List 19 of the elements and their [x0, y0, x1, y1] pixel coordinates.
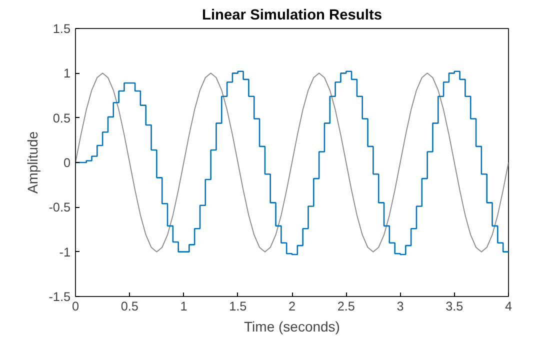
y-axis-title: Amplitude	[24, 131, 41, 194]
x-tick-label: 1.5	[229, 300, 247, 314]
chart-title: Linear Simulation Results	[202, 8, 382, 24]
x-tick-label: 3	[396, 300, 404, 314]
y-tick-label: -0.5	[48, 200, 71, 215]
y-tick-label: 0.5	[52, 111, 71, 126]
y-tick-label: 0	[63, 156, 71, 170]
x-tick-label: 2.5	[337, 300, 355, 314]
y-tick-label: -1	[59, 245, 71, 260]
x-tick-label: 3.5	[446, 300, 464, 314]
x-tick-label: 0.5	[120, 300, 138, 314]
y-tick-label: -1.5	[48, 290, 71, 304]
x-tick-label: 1	[180, 300, 188, 314]
x-tick-label: 4	[504, 300, 512, 314]
x-tick-label: 2	[288, 300, 296, 314]
x-tick-label: 0	[72, 300, 80, 314]
x-axis-title: Time (seconds)	[244, 318, 340, 334]
y-tick-label: 1	[63, 66, 71, 81]
y-tick-label: 1.5	[52, 22, 71, 36]
